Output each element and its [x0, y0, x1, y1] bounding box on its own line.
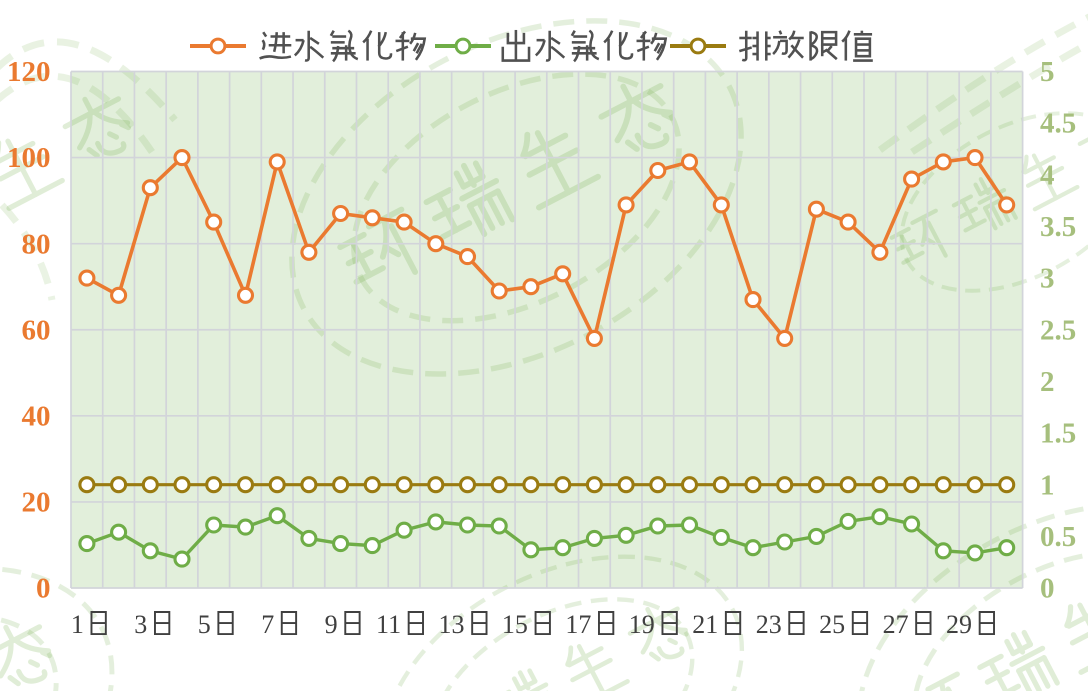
svg-text:17: 17: [565, 610, 591, 639]
svg-text:29: 29: [946, 610, 972, 639]
svg-text:1: 1: [1040, 469, 1055, 501]
svg-text:120: 120: [7, 56, 51, 88]
svg-text:4: 4: [1040, 159, 1055, 191]
svg-text:4.5: 4.5: [1040, 108, 1076, 140]
svg-text:5: 5: [198, 610, 211, 639]
svg-text:19: 19: [629, 610, 655, 639]
svg-text:40: 40: [22, 400, 51, 432]
svg-text:11: 11: [376, 610, 401, 639]
svg-text:27: 27: [883, 610, 909, 639]
svg-text:15: 15: [502, 610, 528, 639]
svg-text:23: 23: [756, 610, 782, 639]
svg-text:5: 5: [1040, 56, 1055, 88]
svg-text:0.5: 0.5: [1040, 521, 1076, 553]
svg-text:2.5: 2.5: [1040, 314, 1076, 346]
svg-text:20: 20: [22, 487, 51, 519]
svg-text:9: 9: [325, 610, 338, 639]
svg-text:3: 3: [1040, 263, 1055, 295]
svg-text:100: 100: [7, 142, 51, 174]
svg-text:3.5: 3.5: [1040, 211, 1076, 243]
svg-text:21: 21: [692, 610, 718, 639]
svg-text:1: 1: [71, 610, 84, 639]
svg-text:0: 0: [1040, 573, 1055, 605]
svg-text:60: 60: [22, 314, 51, 346]
svg-text:25: 25: [819, 610, 845, 639]
svg-text:0: 0: [36, 573, 51, 605]
svg-text:3: 3: [134, 610, 147, 639]
svg-text:7: 7: [261, 610, 274, 639]
svg-text:13: 13: [439, 610, 465, 639]
svg-text:80: 80: [22, 228, 51, 260]
svg-text:2: 2: [1040, 366, 1055, 398]
svg-text:1.5: 1.5: [1040, 418, 1076, 450]
